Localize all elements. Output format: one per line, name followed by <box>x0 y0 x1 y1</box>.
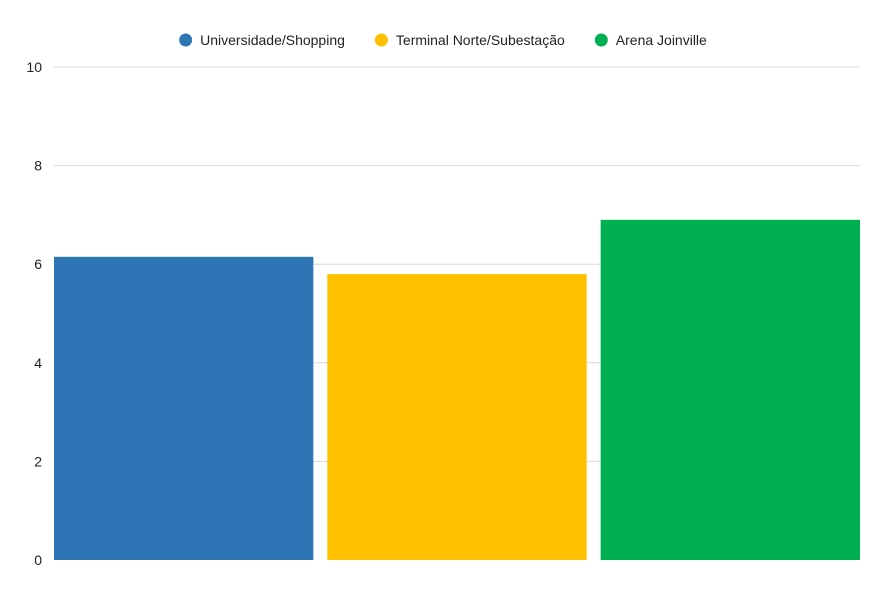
y-tick-label: 2 <box>34 453 42 469</box>
bar-arena-joinville <box>600 219 860 560</box>
legend-label: Universidade/Shopping <box>200 32 345 48</box>
legend-marker <box>594 33 608 47</box>
bar-terminal-norte-subesta-o <box>327 274 587 560</box>
legend: Universidade/Shopping Terminal Norte/Sube… <box>179 32 707 48</box>
bars <box>54 219 860 560</box>
legend-marker <box>179 33 193 47</box>
legend-item: Universidade/Shopping <box>179 32 345 48</box>
y-tick-label: 8 <box>34 158 42 174</box>
legend-label: Terminal Norte/Subestação <box>396 32 565 48</box>
y-tick-label: 4 <box>34 355 42 371</box>
legend-label: Arena Joinville <box>616 32 707 48</box>
legend-item: Arena Joinville <box>594 32 707 48</box>
legend-item: Terminal Norte/Subestação <box>374 32 565 48</box>
bar-universidade-shopping <box>54 256 314 560</box>
legend-marker <box>374 33 388 47</box>
y-axis: 0 2 4 6 8 10 <box>26 59 42 568</box>
y-tick-label: 6 <box>34 256 42 272</box>
y-tick-label: 0 <box>34 552 42 568</box>
y-tick-label: 10 <box>26 59 42 75</box>
